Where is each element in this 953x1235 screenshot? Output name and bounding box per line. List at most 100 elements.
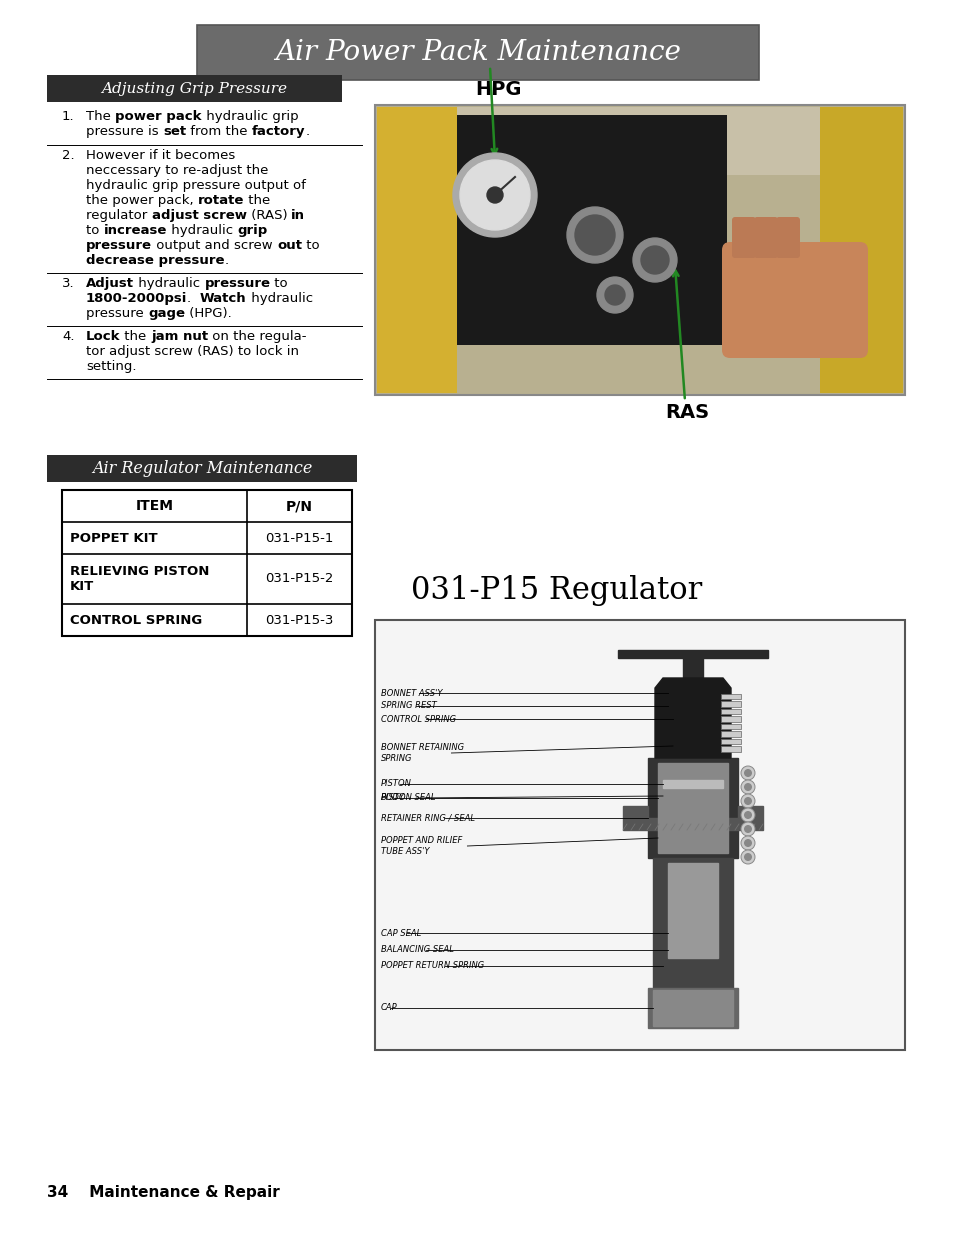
Text: .: .: [305, 125, 309, 138]
Text: to: to: [301, 240, 319, 252]
Text: BODY: BODY: [380, 794, 405, 803]
Text: (RAS): (RAS): [246, 209, 291, 222]
Circle shape: [743, 769, 751, 777]
Text: SPRING REST: SPRING REST: [380, 701, 436, 710]
Text: Adjust: Adjust: [86, 277, 133, 290]
Text: BALANCING SEAL: BALANCING SEAL: [380, 946, 454, 955]
FancyBboxPatch shape: [775, 217, 800, 258]
Circle shape: [743, 811, 751, 819]
Text: the: the: [120, 330, 151, 343]
Circle shape: [743, 783, 751, 790]
Polygon shape: [652, 990, 732, 1026]
Text: CONTROL SPRING: CONTROL SPRING: [380, 715, 456, 724]
Text: rotate: rotate: [197, 194, 244, 207]
Text: on the regula-: on the regula-: [208, 330, 306, 343]
Text: 3.: 3.: [62, 277, 74, 290]
FancyBboxPatch shape: [456, 115, 726, 345]
Text: grip: grip: [237, 224, 268, 237]
Text: output and screw: output and screw: [152, 240, 276, 252]
Polygon shape: [652, 858, 732, 988]
FancyBboxPatch shape: [731, 217, 755, 258]
Circle shape: [486, 186, 502, 203]
Text: HPG: HPG: [475, 80, 521, 99]
FancyBboxPatch shape: [720, 746, 740, 752]
FancyBboxPatch shape: [376, 107, 456, 393]
FancyBboxPatch shape: [721, 242, 867, 358]
Text: CAP SEAL: CAP SEAL: [380, 929, 421, 937]
Text: hydraulic grip pressure output of: hydraulic grip pressure output of: [86, 179, 306, 191]
Circle shape: [453, 153, 537, 237]
Circle shape: [640, 246, 668, 274]
Polygon shape: [618, 650, 767, 658]
FancyBboxPatch shape: [720, 739, 740, 743]
Text: 031-P15-3: 031-P15-3: [265, 614, 334, 626]
Text: Watch: Watch: [200, 291, 247, 305]
Text: hydraulic: hydraulic: [247, 291, 313, 305]
Text: 031-P15-2: 031-P15-2: [265, 573, 334, 585]
Text: power pack: power pack: [115, 110, 201, 124]
Circle shape: [740, 836, 754, 850]
Text: out: out: [276, 240, 301, 252]
Polygon shape: [667, 863, 718, 958]
FancyBboxPatch shape: [720, 709, 740, 714]
FancyBboxPatch shape: [47, 454, 356, 482]
Circle shape: [740, 781, 754, 794]
Text: pressure: pressure: [86, 308, 148, 320]
FancyBboxPatch shape: [720, 731, 740, 736]
Circle shape: [743, 839, 751, 847]
Polygon shape: [658, 763, 727, 853]
FancyBboxPatch shape: [720, 716, 740, 721]
Circle shape: [575, 215, 615, 254]
Text: 1.: 1.: [62, 110, 74, 124]
Polygon shape: [655, 678, 730, 758]
Circle shape: [633, 238, 677, 282]
FancyBboxPatch shape: [376, 107, 902, 175]
Text: ITEM: ITEM: [135, 499, 173, 513]
Circle shape: [743, 825, 751, 832]
Circle shape: [740, 850, 754, 864]
FancyBboxPatch shape: [196, 25, 759, 80]
FancyBboxPatch shape: [375, 105, 904, 395]
Circle shape: [740, 823, 754, 836]
Text: pressure: pressure: [204, 277, 270, 290]
Circle shape: [740, 794, 754, 808]
Text: 2.: 2.: [62, 149, 74, 162]
Text: from the: from the: [186, 125, 252, 138]
Text: P/N: P/N: [286, 499, 313, 513]
Text: adjust screw: adjust screw: [152, 209, 246, 222]
Text: regulator: regulator: [86, 209, 152, 222]
Polygon shape: [662, 781, 722, 788]
Text: gage: gage: [148, 308, 185, 320]
FancyBboxPatch shape: [720, 701, 740, 706]
FancyBboxPatch shape: [375, 620, 904, 1050]
FancyBboxPatch shape: [753, 217, 778, 258]
FancyBboxPatch shape: [720, 694, 740, 699]
Text: 4.: 4.: [62, 330, 74, 343]
Circle shape: [740, 766, 754, 781]
Circle shape: [597, 277, 633, 312]
Text: PISTON: PISTON: [380, 779, 412, 788]
Text: 031-P15-1: 031-P15-1: [265, 531, 334, 545]
Text: POPPET AND RILIEF
TUBE ASS'Y: POPPET AND RILIEF TUBE ASS'Y: [380, 836, 462, 856]
Text: POPPET RETURN SPRING: POPPET RETURN SPRING: [380, 962, 484, 971]
Text: (HPG).: (HPG).: [185, 308, 232, 320]
FancyBboxPatch shape: [62, 490, 352, 636]
Text: set: set: [163, 125, 186, 138]
Circle shape: [743, 853, 751, 861]
Text: PISTON SEAL: PISTON SEAL: [380, 794, 435, 803]
Text: BONNET ASS'Y: BONNET ASS'Y: [380, 688, 442, 698]
Text: However if it becomes: However if it becomes: [86, 149, 235, 162]
Text: tor adjust screw (RAS) to lock in: tor adjust screw (RAS) to lock in: [86, 345, 298, 358]
Text: The: The: [86, 110, 115, 124]
Circle shape: [740, 808, 754, 823]
Text: the: the: [244, 194, 271, 207]
FancyBboxPatch shape: [720, 724, 740, 729]
Polygon shape: [647, 758, 738, 858]
Text: hydraulic grip: hydraulic grip: [201, 110, 298, 124]
Circle shape: [566, 207, 622, 263]
Text: Air Power Pack Maintenance: Air Power Pack Maintenance: [274, 40, 680, 65]
Text: 34    Maintenance & Repair: 34 Maintenance & Repair: [47, 1186, 279, 1200]
Text: CAP: CAP: [380, 1004, 397, 1013]
FancyBboxPatch shape: [47, 75, 341, 103]
Text: to: to: [270, 277, 288, 290]
